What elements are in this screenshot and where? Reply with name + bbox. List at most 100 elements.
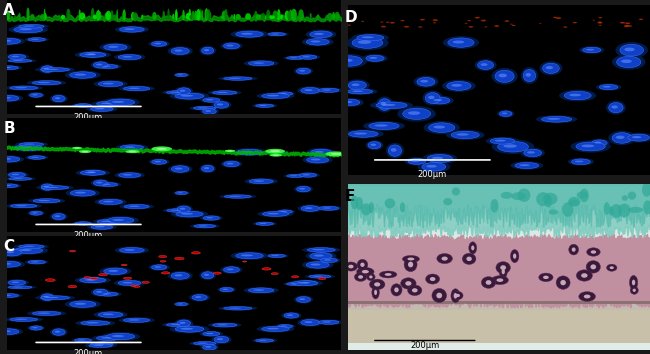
Ellipse shape <box>628 192 636 200</box>
Ellipse shape <box>484 26 488 28</box>
Ellipse shape <box>354 273 367 281</box>
Ellipse shape <box>368 142 381 149</box>
Ellipse shape <box>177 192 183 193</box>
Ellipse shape <box>218 306 257 311</box>
Ellipse shape <box>191 11 195 20</box>
Ellipse shape <box>0 66 18 70</box>
Ellipse shape <box>225 150 235 152</box>
Ellipse shape <box>200 331 223 337</box>
Ellipse shape <box>639 19 644 20</box>
Ellipse shape <box>577 270 592 281</box>
Ellipse shape <box>0 65 22 70</box>
Ellipse shape <box>12 281 20 283</box>
Ellipse shape <box>174 50 183 52</box>
Ellipse shape <box>41 66 53 73</box>
Ellipse shape <box>262 326 289 331</box>
Ellipse shape <box>191 252 200 254</box>
Ellipse shape <box>15 142 48 147</box>
Ellipse shape <box>301 87 320 93</box>
Ellipse shape <box>36 185 74 190</box>
Ellipse shape <box>200 343 219 351</box>
Ellipse shape <box>39 292 56 302</box>
Ellipse shape <box>97 336 120 341</box>
Ellipse shape <box>499 265 508 278</box>
Ellipse shape <box>500 192 513 199</box>
Ellipse shape <box>25 259 49 264</box>
Ellipse shape <box>50 212 68 221</box>
Ellipse shape <box>206 99 213 101</box>
Ellipse shape <box>495 70 514 82</box>
Ellipse shape <box>426 96 454 105</box>
Ellipse shape <box>362 36 374 38</box>
Ellipse shape <box>298 205 323 212</box>
Ellipse shape <box>41 184 53 190</box>
Ellipse shape <box>386 143 404 159</box>
Ellipse shape <box>272 152 279 153</box>
Ellipse shape <box>203 216 220 220</box>
Ellipse shape <box>571 159 590 165</box>
Ellipse shape <box>262 93 289 98</box>
Ellipse shape <box>294 296 313 303</box>
Ellipse shape <box>171 210 181 211</box>
Ellipse shape <box>539 23 541 24</box>
Ellipse shape <box>142 281 150 283</box>
Ellipse shape <box>157 148 167 150</box>
Ellipse shape <box>294 185 313 193</box>
Ellipse shape <box>249 179 273 184</box>
Ellipse shape <box>628 134 649 141</box>
Ellipse shape <box>296 68 311 74</box>
Ellipse shape <box>618 204 630 217</box>
Ellipse shape <box>68 285 77 288</box>
Ellipse shape <box>44 9 46 21</box>
Ellipse shape <box>397 106 436 121</box>
Ellipse shape <box>81 170 105 175</box>
Bar <box>348 310 650 343</box>
Ellipse shape <box>14 27 43 33</box>
Ellipse shape <box>241 33 253 35</box>
Ellipse shape <box>327 13 333 20</box>
Ellipse shape <box>8 25 48 34</box>
Ellipse shape <box>93 218 124 225</box>
Ellipse shape <box>172 14 175 19</box>
Ellipse shape <box>9 177 31 180</box>
Ellipse shape <box>105 12 110 20</box>
Ellipse shape <box>203 98 220 102</box>
Ellipse shape <box>474 59 497 71</box>
Ellipse shape <box>205 110 211 112</box>
Ellipse shape <box>40 14 46 19</box>
Ellipse shape <box>611 204 622 218</box>
Ellipse shape <box>428 96 434 99</box>
Ellipse shape <box>101 103 111 104</box>
Ellipse shape <box>599 25 602 26</box>
Ellipse shape <box>50 94 68 103</box>
Ellipse shape <box>616 136 625 139</box>
Ellipse shape <box>365 140 383 150</box>
Ellipse shape <box>79 9 81 21</box>
Ellipse shape <box>214 336 229 343</box>
Ellipse shape <box>259 223 267 224</box>
Ellipse shape <box>204 49 209 51</box>
Ellipse shape <box>0 184 18 188</box>
Ellipse shape <box>31 39 39 40</box>
Ellipse shape <box>265 149 285 154</box>
Ellipse shape <box>99 43 131 52</box>
Ellipse shape <box>357 35 384 41</box>
Ellipse shape <box>296 297 311 302</box>
Ellipse shape <box>313 276 322 277</box>
Ellipse shape <box>207 11 211 20</box>
Ellipse shape <box>317 257 341 263</box>
Ellipse shape <box>129 206 140 207</box>
Ellipse shape <box>465 23 467 24</box>
Ellipse shape <box>167 209 189 212</box>
Ellipse shape <box>27 7 30 21</box>
Ellipse shape <box>335 14 340 19</box>
Ellipse shape <box>181 328 193 330</box>
Ellipse shape <box>344 79 370 91</box>
Ellipse shape <box>5 53 29 60</box>
Ellipse shape <box>213 323 237 327</box>
Ellipse shape <box>175 257 184 260</box>
Ellipse shape <box>451 84 462 87</box>
Ellipse shape <box>116 144 148 151</box>
Ellipse shape <box>95 343 105 345</box>
Ellipse shape <box>568 197 580 207</box>
